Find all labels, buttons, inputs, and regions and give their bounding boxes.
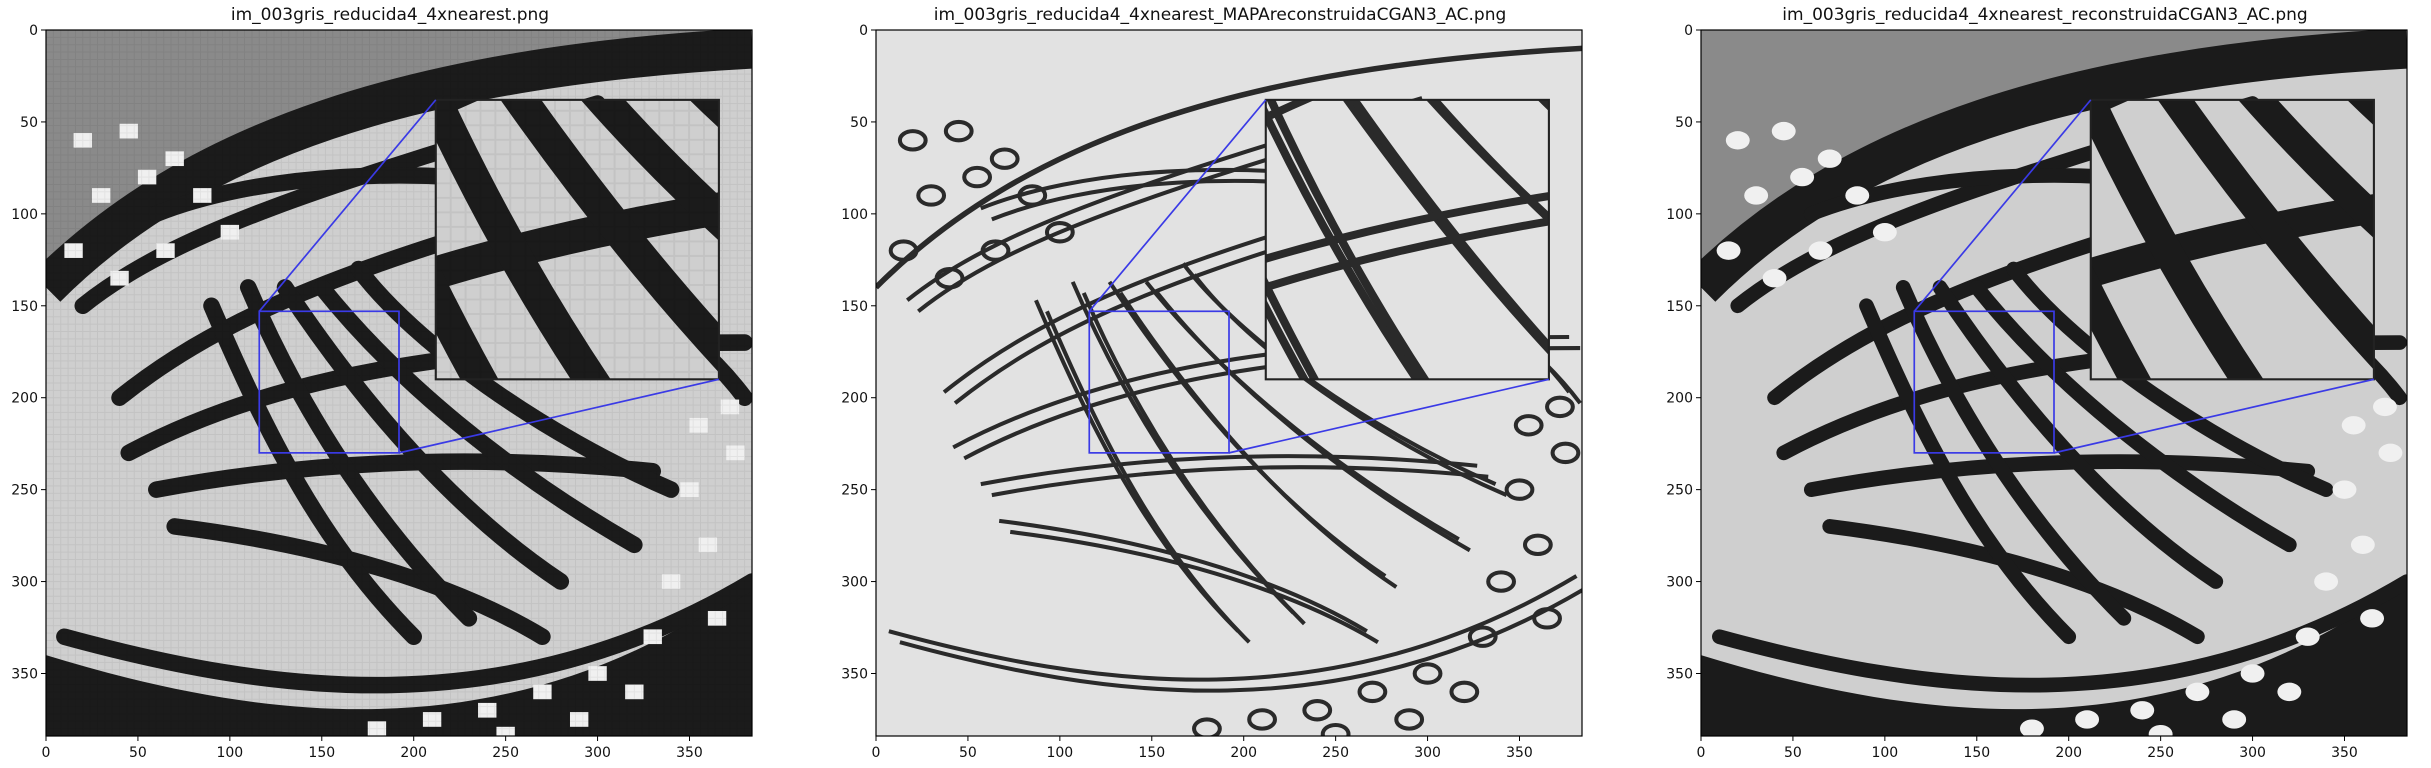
y-tick-label: 0 [1684,23,1693,39]
x-tick-label: 150 [1963,745,1990,761]
panel-reconstructed: im_003gris_reducida4_4xnearest_reconstru… [1655,0,2431,768]
y-tick-label: 350 [11,666,38,682]
x-tick-label: 300 [2239,745,2266,761]
zoom-inset [2090,99,2374,380]
zoom-region-box [258,310,400,454]
axes-frame [1700,29,2408,737]
y-tick-label: 200 [11,391,38,407]
x-tick-label: 0 [872,745,881,761]
x-tick-label: 50 [129,745,147,761]
panel-title: im_003gris_reducida4_4xnearest_reconstru… [1782,5,2308,25]
x-tick-label: 50 [1784,745,1802,761]
y-tick-label: 250 [1666,483,1693,499]
wing-region [1265,99,1549,380]
y-tick-label: 50 [20,115,38,131]
y-tick-label: 300 [1666,575,1693,591]
axes-frame [875,29,1583,737]
y-tick-label: 50 [1675,115,1693,131]
panel-title: im_003gris_reducida4_4xnearest_MAPArecon… [933,5,1507,25]
y-tick-label: 300 [841,575,868,591]
y-tick-label: 0 [29,23,38,39]
y-tick-label: 100 [11,207,38,223]
y-tick-label: 150 [1666,299,1693,315]
connector-line [1913,99,2092,312]
y-tick-label: 100 [841,207,868,223]
x-tick-label: 250 [1322,745,1349,761]
x-tick-label: 300 [584,745,611,761]
y-tick-label: 150 [841,299,868,315]
plot-axes: 0 50 100 150 200 250 300 350 0 50 100 150 200 250 300 3… [11,23,753,761]
x-tick-label: 150 [1138,745,1165,761]
y-tick-label: 250 [11,483,38,499]
x-tick-label: 100 [216,745,243,761]
plot-axes: 0 50 100 150 200 250 300 350 0 50 100 150 200 250 300 3… [841,23,1583,761]
inset-border [434,98,720,381]
y-tick-label: 0 [859,23,868,39]
x-tick-label: 200 [400,745,427,761]
x-tick-label: 250 [2147,745,2174,761]
connector-line [2053,378,2375,454]
plot-axes: 0 50 100 150 200 250 300 350 0 50 100 150 200 250 300 3… [1666,23,2408,761]
x-tick-label: 100 [1046,745,1073,761]
image-area [876,30,1583,737]
y-tick-label: 150 [11,299,38,315]
panel-map: im_003gris_reducida4_4xnearest_MAPArecon… [830,0,1610,768]
x-tick-label: 200 [2055,745,2082,761]
x-tick-label: 300 [1414,745,1441,761]
panel-nearest: im_003gris_reducida4_4xnearest.png 0 50 10… [0,0,780,768]
connector-line [258,99,437,312]
y-tick-label: 350 [1666,666,1693,682]
x-tick-label: 200 [1230,745,1257,761]
y-tick-label: 200 [841,391,868,407]
inset-border [1264,98,1550,381]
zoom-inset [1265,99,1549,380]
x-tick-label: 50 [959,745,977,761]
x-tick-label: 350 [676,745,703,761]
zoom-inset [435,99,719,380]
axes-frame [45,29,753,737]
y-tick-label: 200 [1666,391,1693,407]
image-area [46,30,753,737]
connector-line [1088,99,1267,312]
y-tick-label: 50 [850,115,868,131]
inset-border [2089,98,2375,381]
connector-line [1228,378,1550,454]
connector-line [398,378,720,454]
x-tick-label: 100 [1871,745,1898,761]
y-tick-label: 250 [841,483,868,499]
image-area [1701,30,2408,737]
x-tick-label: 0 [1697,745,1706,761]
x-tick-label: 0 [42,745,51,761]
x-tick-label: 250 [492,745,519,761]
zoom-region-box [1088,310,1230,454]
x-tick-label: 350 [2331,745,2358,761]
y-tick-label: 300 [11,575,38,591]
zoom-region-box [1913,310,2055,454]
panel-title: im_003gris_reducida4_4xnearest.png [230,5,550,25]
y-tick-label: 350 [841,666,868,682]
x-tick-label: 350 [1506,745,1533,761]
x-tick-label: 150 [308,745,335,761]
y-tick-label: 100 [1666,207,1693,223]
